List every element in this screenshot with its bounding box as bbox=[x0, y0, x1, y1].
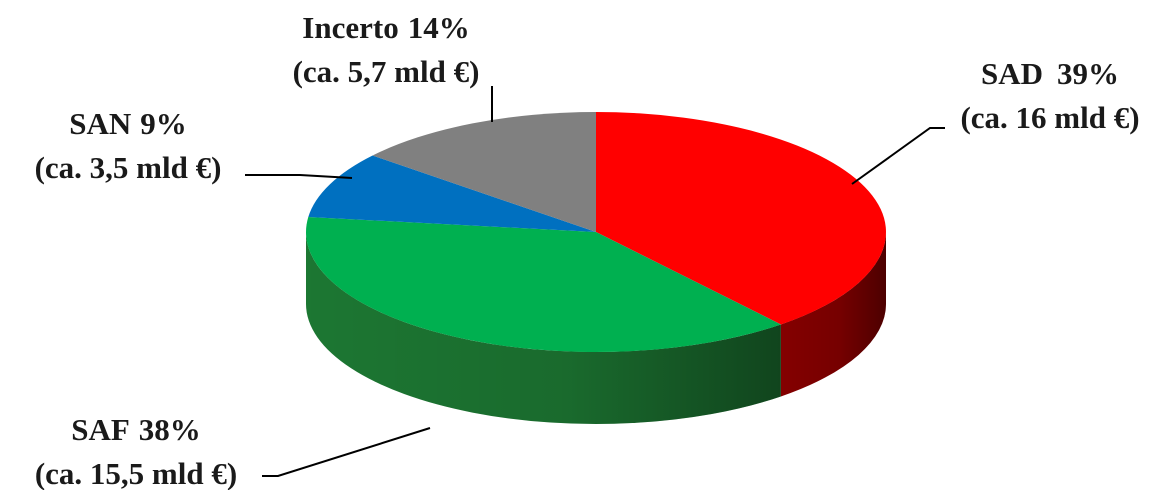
label-incerto: Incerto 14% bbox=[302, 10, 469, 45]
label-san-amount: (ca. 3,5 mld €) bbox=[35, 150, 222, 185]
leader-line-sad bbox=[851, 127, 945, 185]
leader-line-san bbox=[245, 174, 353, 179]
label-sad-amount: (ca. 16 mld €) bbox=[960, 100, 1139, 135]
label-sad: SAD 39% bbox=[981, 56, 1119, 91]
label-saf: SAF 38% bbox=[71, 412, 201, 447]
slice-incerto bbox=[372, 112, 596, 232]
slice-saf bbox=[306, 216, 781, 352]
label-saf-percent: 38% bbox=[139, 412, 201, 447]
label-incerto-percent: 14% bbox=[408, 10, 470, 45]
label-incerto-amount: (ca. 5,7 mld €) bbox=[293, 54, 480, 89]
slice-side-shade-saf bbox=[306, 232, 781, 424]
label-saf-amount: (ca. 15,5 mld €) bbox=[35, 456, 237, 490]
label-san-percent: 9% bbox=[140, 106, 187, 141]
pie-side-walls bbox=[306, 232, 886, 424]
label-sad-percent: 39% bbox=[1057, 56, 1119, 91]
label-san-name: SAN bbox=[69, 106, 131, 141]
slice-side-shade-sad bbox=[780, 232, 886, 397]
slice-san bbox=[308, 155, 596, 232]
slice-sad bbox=[596, 112, 886, 325]
label-sad-name: SAD bbox=[981, 56, 1043, 91]
label-incerto-name: Incerto bbox=[302, 10, 398, 45]
pie-top-faces bbox=[306, 112, 886, 352]
leader-line-saf bbox=[262, 427, 431, 477]
label-saf-name: SAF bbox=[71, 412, 130, 447]
label-san: SAN 9% bbox=[69, 106, 187, 141]
